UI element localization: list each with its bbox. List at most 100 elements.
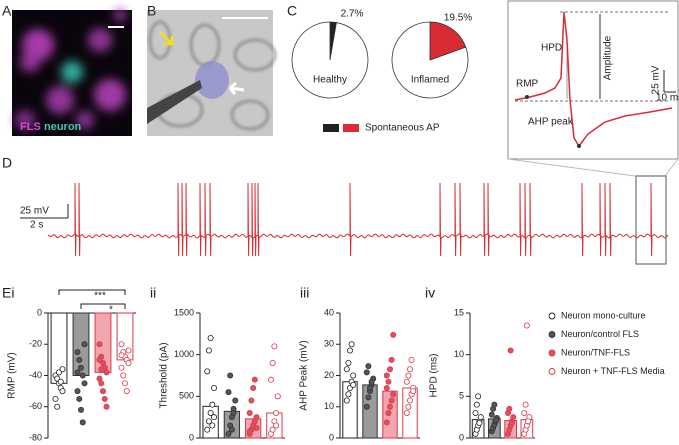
data-point	[406, 397, 413, 404]
legend-swatch	[323, 124, 339, 132]
data-point	[96, 341, 103, 348]
y-tick-label: 0	[37, 307, 42, 317]
data-point	[98, 380, 105, 387]
data-point	[350, 381, 357, 388]
data-point	[228, 426, 235, 433]
data-point	[383, 384, 390, 391]
data-point	[52, 395, 59, 402]
data-point	[120, 372, 127, 379]
y-tick-label: 15	[454, 307, 464, 317]
y-tick-label: 0	[459, 432, 464, 442]
data-point	[118, 352, 125, 359]
data-point	[507, 347, 514, 354]
data-point	[346, 347, 353, 354]
inset-label: Amplitude	[603, 35, 614, 80]
data-point	[96, 356, 103, 363]
panel-label: D	[2, 155, 12, 171]
data-point	[81, 380, 88, 387]
inset	[507, 0, 679, 160]
data-point	[269, 426, 276, 433]
data-point	[521, 409, 528, 416]
y-axis-label: RMP (mV)	[7, 352, 18, 398]
data-point	[230, 409, 237, 416]
data-point	[79, 419, 86, 426]
label-fls: FLS	[20, 121, 41, 133]
legend-label: Neuron + TNF-FLS Media	[561, 366, 665, 376]
data-point	[59, 366, 66, 373]
data-point	[98, 366, 105, 373]
data-point	[207, 334, 214, 341]
data-point	[366, 384, 373, 391]
legend-label: Neuron/control FLS	[561, 329, 639, 339]
data-point	[101, 395, 108, 402]
data-point	[74, 369, 81, 376]
data-point	[390, 391, 397, 398]
data-point	[343, 366, 350, 373]
data-point	[405, 403, 412, 410]
label-neuron: neuron	[44, 121, 82, 133]
pie-slice	[391, 21, 469, 99]
data-point	[118, 341, 125, 348]
data-point	[386, 366, 393, 373]
data-label: 2.7%	[341, 9, 364, 20]
y-axis-label: HPD (ms)	[429, 354, 440, 398]
data-point	[205, 418, 212, 425]
data-point	[125, 359, 132, 366]
legend-label: Neuron mono-culture	[561, 310, 646, 320]
data-point	[79, 372, 86, 379]
panel-label: ii	[150, 285, 156, 301]
data-point	[363, 369, 370, 376]
y-tick-label: 20	[324, 370, 334, 380]
data-point	[122, 380, 129, 387]
panel-label: Ei	[2, 285, 14, 301]
data-point	[271, 343, 278, 350]
data-point	[76, 395, 83, 402]
legend-label: Spontaneous AP	[365, 123, 440, 134]
data-point	[410, 388, 417, 395]
data-point	[343, 397, 350, 404]
data-point	[57, 378, 64, 385]
data-point	[103, 403, 110, 410]
scale-label: 2 s	[30, 220, 43, 231]
data-point	[269, 359, 276, 366]
image-a	[12, 9, 132, 136]
data-point	[251, 376, 258, 383]
data-point	[406, 366, 413, 373]
data-point	[383, 372, 390, 379]
pie-slice	[429, 21, 467, 61]
data-point	[368, 378, 375, 385]
data-point	[403, 409, 410, 416]
data-point	[388, 397, 395, 404]
significance-bracket	[58, 289, 126, 295]
data-point	[508, 419, 515, 426]
legend-swatch	[343, 124, 359, 132]
data-point	[390, 331, 397, 338]
data-point	[76, 356, 83, 363]
data-point	[365, 394, 372, 401]
inset-label: 25 mV	[651, 65, 662, 94]
data-point	[225, 389, 232, 396]
data-point	[54, 403, 61, 410]
data-point	[209, 401, 216, 408]
inset-label: RMP	[516, 79, 539, 90]
data-point	[525, 418, 532, 425]
y-axis-label: AHP Peak (mV)	[299, 340, 310, 410]
bar	[402, 387, 418, 439]
inset-label: AHP peak	[528, 117, 574, 128]
y-tick-label: -60	[29, 401, 42, 411]
data-point	[492, 416, 499, 423]
data-point	[477, 414, 484, 421]
data-point	[250, 384, 257, 391]
data-point	[388, 356, 395, 363]
panel-label: iv	[425, 285, 435, 301]
data-point	[253, 424, 260, 431]
data-label: 19.5%	[444, 13, 472, 24]
data-point	[386, 403, 393, 410]
significance-bracket	[80, 303, 126, 309]
y-tick-label: -40	[29, 370, 42, 380]
data-point	[209, 422, 216, 429]
y-tick-label: 10	[454, 349, 464, 359]
data-point	[118, 364, 125, 371]
data-point	[267, 376, 274, 383]
